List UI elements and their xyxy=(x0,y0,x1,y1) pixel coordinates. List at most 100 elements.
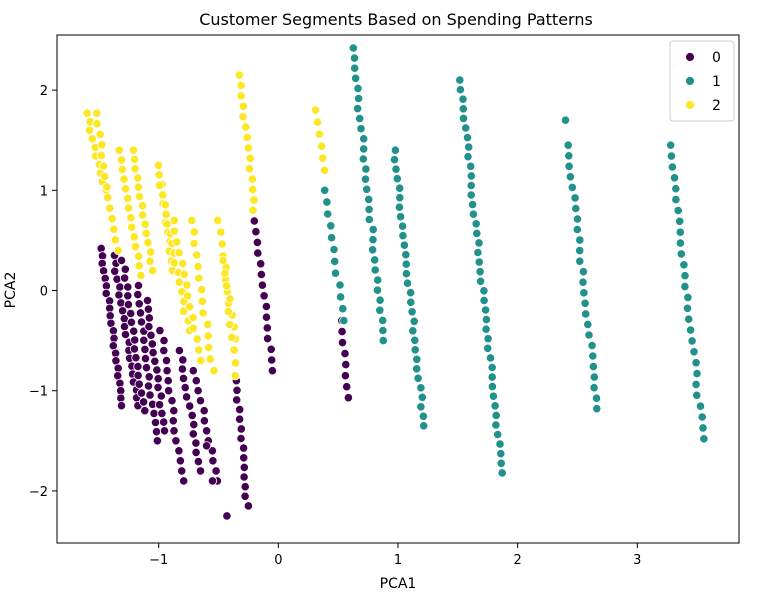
data-point xyxy=(116,298,126,308)
data-point xyxy=(169,226,179,236)
data-point xyxy=(92,108,102,118)
data-point xyxy=(592,404,602,414)
data-point xyxy=(243,143,253,153)
legend-label: 1 xyxy=(712,74,721,90)
data-point xyxy=(236,91,246,101)
data-point xyxy=(252,237,262,247)
data-point xyxy=(148,265,158,276)
data-point xyxy=(466,180,476,191)
data-point xyxy=(401,269,411,279)
data-point xyxy=(480,305,491,315)
data-point xyxy=(473,247,483,258)
data-point xyxy=(262,333,273,344)
data-point xyxy=(676,249,686,259)
data-point xyxy=(119,174,129,184)
data-point xyxy=(208,456,218,466)
data-point xyxy=(675,216,685,226)
data-point xyxy=(144,372,154,382)
data-point xyxy=(167,396,177,406)
data-point xyxy=(179,476,189,486)
data-point xyxy=(193,261,203,272)
data-point xyxy=(341,359,351,370)
data-point xyxy=(130,242,141,252)
data-point xyxy=(203,319,213,329)
data-point xyxy=(497,468,507,478)
data-point xyxy=(267,366,277,376)
data-point xyxy=(124,203,134,213)
data-point xyxy=(261,301,271,312)
data-point xyxy=(192,250,202,260)
data-point xyxy=(671,184,681,194)
data-point xyxy=(395,193,405,203)
x-axis-label: PCA1 xyxy=(380,576,417,592)
data-point xyxy=(162,366,172,376)
data-point xyxy=(96,243,106,253)
data-point xyxy=(109,224,119,234)
data-point xyxy=(116,393,126,403)
data-point xyxy=(126,308,136,319)
data-point xyxy=(174,345,184,356)
data-point xyxy=(220,268,230,278)
data-point xyxy=(98,161,109,171)
data-point xyxy=(326,221,336,231)
data-point xyxy=(253,248,263,258)
data-point xyxy=(232,385,242,395)
data-point xyxy=(330,256,340,266)
data-point xyxy=(234,70,244,80)
data-point xyxy=(163,376,173,386)
data-point xyxy=(350,63,360,73)
data-point xyxy=(402,278,413,288)
data-point xyxy=(158,190,168,200)
data-point xyxy=(471,219,481,229)
data-point xyxy=(682,303,693,313)
data-point xyxy=(364,194,374,204)
data-point xyxy=(399,240,409,250)
data-point xyxy=(348,43,358,53)
data-point xyxy=(180,382,190,393)
data-point xyxy=(161,209,171,219)
data-point xyxy=(147,339,157,349)
data-point xyxy=(695,401,706,411)
data-point xyxy=(398,231,408,241)
data-point xyxy=(340,348,350,359)
data-point xyxy=(409,316,419,326)
data-point xyxy=(129,154,140,165)
data-point xyxy=(567,182,577,192)
data-point xyxy=(227,332,237,342)
data-point xyxy=(116,401,127,411)
data-point xyxy=(267,355,277,365)
data-point xyxy=(133,182,144,192)
data-point xyxy=(185,401,195,411)
data-point xyxy=(225,294,235,304)
data-point xyxy=(193,386,203,396)
data-point xyxy=(159,345,169,356)
data-point xyxy=(375,305,385,315)
data-point xyxy=(349,53,360,63)
data-point xyxy=(179,269,189,279)
data-point xyxy=(222,281,232,291)
data-point xyxy=(491,420,501,430)
data-point xyxy=(564,161,574,171)
data-point xyxy=(114,145,124,155)
series-1 xyxy=(320,43,709,478)
data-point xyxy=(588,361,599,372)
data-point xyxy=(113,371,123,381)
data-point xyxy=(143,304,153,314)
data-point xyxy=(140,219,150,229)
data-point xyxy=(495,439,505,449)
data-point xyxy=(691,379,701,389)
data-point xyxy=(151,427,162,437)
data-point xyxy=(211,466,221,476)
data-point xyxy=(667,162,678,172)
data-point xyxy=(419,421,429,431)
data-point xyxy=(168,416,178,426)
data-point xyxy=(129,344,139,354)
data-point xyxy=(189,419,199,430)
data-point xyxy=(146,330,156,340)
data-point xyxy=(353,93,364,104)
data-point xyxy=(188,366,198,376)
data-point xyxy=(361,164,371,174)
data-point xyxy=(355,114,365,124)
data-point xyxy=(684,314,694,324)
